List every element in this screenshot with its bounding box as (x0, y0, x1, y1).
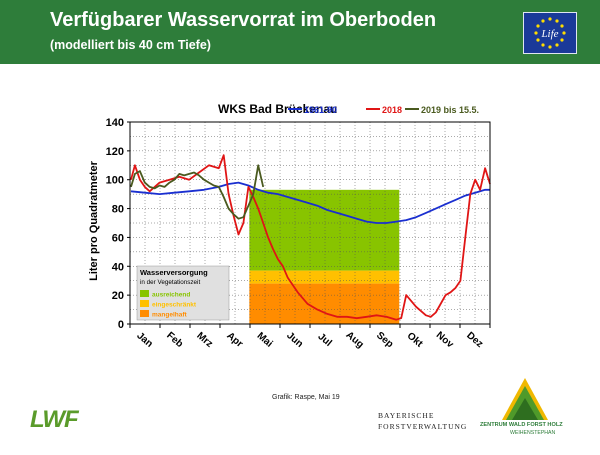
y-tick-label: 80 (112, 204, 124, 216)
series-line-1 (130, 154, 491, 321)
x-tick-label: Feb (164, 330, 185, 350)
band-legend: Wasserversorgung in der Vegetationszeit au… (136, 265, 230, 321)
y-axis-label: Liter pro Quadratmeter (88, 160, 100, 281)
header-bar: Verfügbarer Wasservorrat im Oberboden (m… (0, 0, 600, 64)
page-title: Verfügbarer Wasservorrat im Oberboden (50, 9, 437, 31)
eu-life-logo-icon: Life (523, 12, 577, 54)
band-eingeschraenkt (249, 270, 400, 284)
band-legend-label-0: ausreichend (152, 292, 190, 299)
band-ausreichend (249, 189, 400, 271)
series-line-0 (130, 181, 490, 224)
y-tick-label: 20 (112, 290, 124, 302)
y-tick-label: 120 (106, 146, 124, 158)
legend-label-0: 1961-90 (304, 105, 337, 115)
series-legend: 1961-90 2018 2019 bis 15.5. (288, 105, 479, 115)
graph-credit: Grafik: Raspe, Mai 19 (272, 394, 340, 401)
series-line-2 (130, 164, 265, 220)
x-tick-label: Okt (405, 331, 425, 351)
y-tick-label: 0 (118, 319, 124, 331)
band-legend-box (136, 265, 230, 321)
x-tick-label: Nov (434, 330, 456, 351)
band-legend-label-1: eingeschränkt (152, 302, 197, 309)
band-legend-swatch-2 (140, 310, 149, 317)
y-tick-label: 40 (112, 261, 124, 273)
band-legend-swatch-1 (140, 300, 149, 307)
x-tick-label: Jun (284, 330, 305, 350)
legend-label-1: 2018 (382, 105, 402, 115)
zentrum-logo-icon (502, 378, 548, 420)
page-subtitle: (modelliert bis 40 cm Tiefe) (50, 38, 211, 52)
x-tick-label: Jul (316, 331, 334, 349)
band-legend-label-2: mangelhaft (152, 312, 188, 319)
y-tick-label: 100 (106, 175, 124, 187)
band-legend-subtitle: in der Vegetationszeit (140, 279, 200, 286)
bands-layer (249, 189, 400, 324)
chart-title: WKS Bad Brückenau (218, 102, 337, 116)
zentrum-logo-line2: WEIHENSTEPHAN (510, 430, 556, 436)
y-tick-label: 60 (112, 232, 124, 244)
lwf-logo: LWF (30, 406, 79, 433)
x-tick-label: Dez (464, 330, 485, 350)
x-tick-label: Mrz (194, 330, 214, 350)
eu-logo-text: Life (540, 28, 558, 40)
x-tick-label: Apr (224, 330, 244, 350)
x-tick-label: Aug (344, 330, 366, 351)
band-mangelhaft (249, 283, 400, 324)
band-legend-swatch-0 (140, 290, 149, 297)
band-legend-title: Wasserversorgung (140, 268, 208, 277)
series-layer (130, 154, 491, 321)
zentrum-logo-line1: ZENTRUM WALD FORST HOLZ (480, 422, 563, 428)
legend-label-2: 2019 bis 15.5. (421, 105, 479, 115)
y-tick-label: 140 (106, 117, 124, 129)
bayern-logo-line2: FORSTVERWALTUNG (378, 422, 468, 431)
x-tick-label: Mai (255, 331, 275, 350)
x-tick-label: Jan (134, 330, 154, 350)
x-tick-label: Sep (374, 330, 395, 350)
bayern-logo-line1: BAYERISCHE (378, 411, 435, 420)
